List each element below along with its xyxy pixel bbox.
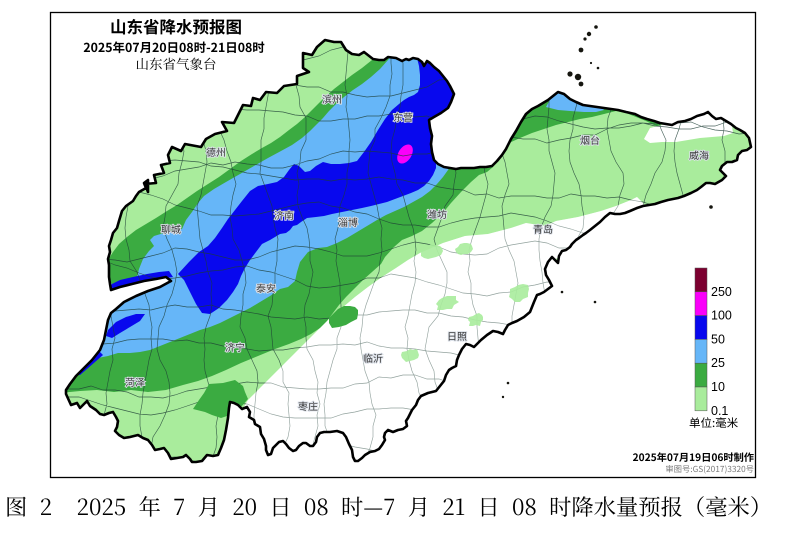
- svg-text:250: 250: [711, 285, 732, 299]
- svg-text:10: 10: [711, 380, 725, 394]
- svg-text:50: 50: [711, 332, 725, 346]
- svg-text:25: 25: [711, 356, 725, 370]
- svg-text:100: 100: [711, 309, 732, 323]
- svg-text:0.1: 0.1: [711, 404, 728, 418]
